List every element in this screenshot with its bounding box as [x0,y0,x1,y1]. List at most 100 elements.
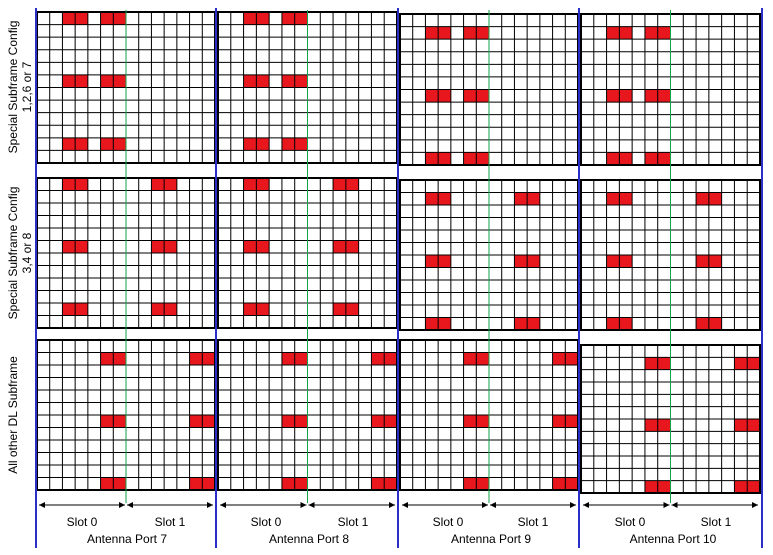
dmrs-re-cell [281,415,295,428]
port10-name: Antenna Port 10 [630,532,717,546]
dmrs-re-cell [463,477,477,490]
dmrs-re-cell [243,137,257,151]
dmrs-re-cell [734,480,748,493]
dmrs-re-cell [256,240,270,253]
dmrs-re-cell [151,240,165,253]
dmrs-re-cell [747,357,760,370]
dmrs-re-cell [438,255,451,268]
dmrs-re-cell [113,352,126,365]
dmrs-re-cell [644,26,658,40]
dmrs-re-cell [619,152,633,165]
slot0-arrow-port7-head-left [39,502,45,508]
dmrs-re-cell [619,89,633,103]
port9-slot1-label: Slot 1 [518,515,549,529]
dmrs-re-cell [256,12,270,25]
slot0-arrow-port8-head-left [220,502,226,508]
dmrs-re-cell [113,415,126,428]
dmrs-re-cell [514,192,528,205]
dmrs-re-cell [113,137,126,151]
slot0-arrow-port10-head-right [663,502,670,508]
dmrs-re-cell [243,74,257,88]
slot1-arrow-port10-head-right [752,502,758,508]
slot0-arrow-port8-head-right [300,502,307,508]
dmrs-re-cell [463,152,477,165]
dmrs-re-cell [747,480,760,493]
dmrs-re-cell [644,357,658,370]
dmrs-re-cell [425,192,439,205]
dmrs-re-cell [438,317,451,330]
dmrs-re-cell [189,477,203,490]
dmrs-re-cell [333,178,346,191]
dmrs-re-cell [62,74,76,88]
dmrs-re-cell [644,152,658,165]
dmrs-re-cell [644,419,658,432]
dmrs-re-cell [438,152,451,165]
dmrs-re-cell [294,352,308,365]
dmrs-re-cell [256,137,270,151]
dmrs-re-cell [657,89,671,103]
dmrs-re-cell [243,12,257,25]
dmrs-re-cell [256,178,270,191]
dmrs-re-cell [151,303,165,316]
slot-arrows [39,502,758,508]
dmrs-re-cell [514,255,528,268]
dmrs-re-cell [333,303,346,316]
dmrs-re-cell [371,415,385,428]
dmrs-re-cell [606,192,620,205]
dmrs-re-cell [100,74,114,88]
dmrs-re-cell [100,477,114,490]
dmrs-re-cell [75,303,88,316]
dmrs-re-cell [62,178,76,191]
dmrs-re-cell [113,12,126,25]
dmrs-re-cell [619,317,633,330]
dmrs-re-cell [527,255,540,268]
dmrs-re-cell [476,89,489,103]
dmrs-re-cell [202,477,215,490]
dmrs-re-cell [552,477,566,490]
port7-slot0-label: Slot 0 [67,515,98,529]
dmrs-re-cell [747,419,760,432]
dmrs-re-cell [100,415,114,428]
dmrs-re-cell [62,137,76,151]
dmrs-re-cell [552,415,566,428]
slot1-arrow-port7-head-left [127,502,133,508]
dmrs-re-cell [708,317,722,330]
dmrs-re-cell [202,415,215,428]
port10-slot0-label: Slot 0 [615,515,646,529]
dmrs-re-cell [294,415,308,428]
dmrs-re-cell [281,477,295,490]
dmrs-re-cell [75,137,88,151]
dmrs-re-cell [552,352,566,365]
dmrs-re-cell [75,240,88,253]
dmrs-re-cell [606,255,620,268]
slot1-arrow-port9-head-right [570,502,576,508]
dmrs-re-cell [565,477,578,490]
dmrs-re-cell [345,240,359,253]
dmrs-re-cell [425,152,439,165]
slot1-arrow-port7-head-right [207,502,213,508]
dmrs-re-cell [113,74,126,88]
dmrs-re-cell [476,477,489,490]
dmrs-re-cell [189,352,203,365]
dmrs-re-cell [565,352,578,365]
dmrs-re-cell [438,26,451,40]
dmrs-re-cell [243,240,257,253]
dmrs-re-cell [644,89,658,103]
dmrs-re-cell [164,178,177,191]
dmrs-re-cell [294,477,308,490]
grid-port9-row2 [399,179,579,331]
dmrs-re-cell [438,89,451,103]
dmrs-re-cell [657,152,671,165]
dmrs-re-cell [606,26,620,40]
dmrs-re-cell [463,352,477,365]
slot0-arrow-port10-head-left [583,502,589,508]
dmrs-re-cell [62,240,76,253]
dmrs-re-cell [565,415,578,428]
dmrs-re-cell [294,12,308,25]
dmrs-re-cell [202,352,215,365]
dmrs-re-cell [164,303,177,316]
dmrs-re-cell [696,317,709,330]
dmrs-re-cell [657,480,671,493]
slot1-arrow-port10-head-left [671,502,678,508]
dmrs-re-cell [425,89,439,103]
